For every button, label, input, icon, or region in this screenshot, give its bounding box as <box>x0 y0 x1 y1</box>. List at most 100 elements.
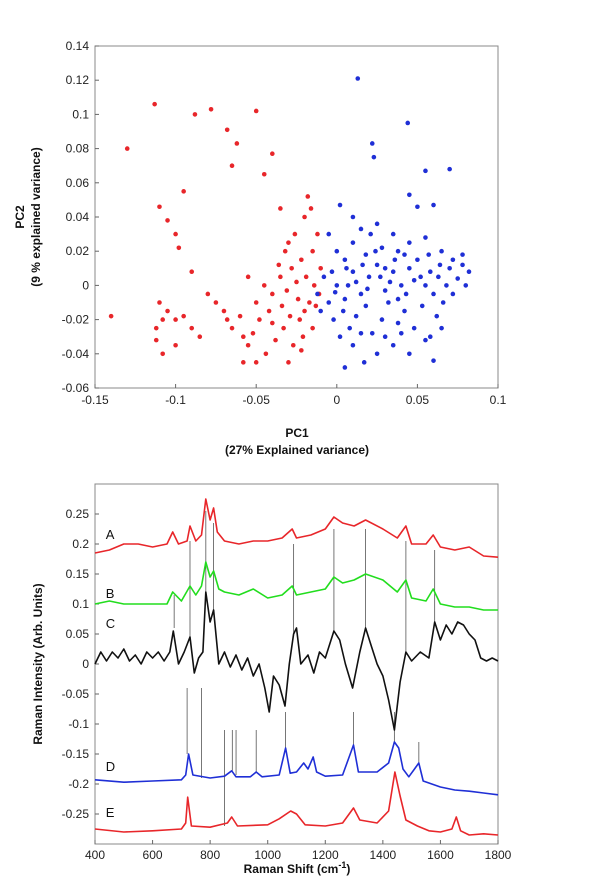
scatter-y-tick-label: -0.04 <box>62 347 90 361</box>
scatter-point-red <box>165 308 170 314</box>
scatter-point-blue <box>374 221 380 227</box>
scatter-point-blue <box>436 274 441 280</box>
scatter-point-blue <box>427 269 433 275</box>
scatter-point-blue <box>332 289 338 295</box>
scatter-point-blue <box>345 283 351 288</box>
scatter-point-red <box>124 146 130 151</box>
scatter-point-blue <box>358 330 364 336</box>
raman-x-tick-label: 600 <box>143 848 163 862</box>
scatter-point-blue <box>329 269 335 275</box>
scatter-point-red <box>290 342 296 348</box>
scatter-point-blue <box>374 351 380 357</box>
scatter-point-red <box>173 317 178 322</box>
scatter-point-blue <box>350 214 356 220</box>
scatter-point-blue <box>390 269 396 275</box>
scatter-point-blue <box>379 317 385 322</box>
raman-series-label-d: D <box>106 759 115 774</box>
raman-x-tick-label: 400 <box>85 848 105 862</box>
scatter-x-axis-sublabel: (27% Explained variance) <box>225 443 369 457</box>
scatter-point-red <box>189 269 195 275</box>
scatter-point-red <box>165 218 170 223</box>
scatter-point-blue <box>407 351 412 357</box>
scatter-x-tick-label: 0.05 <box>406 393 430 407</box>
scatter-point-blue <box>431 291 436 297</box>
scatter-point-blue <box>398 330 404 336</box>
scatter-point-red <box>257 317 262 322</box>
scatter-point-blue <box>434 313 440 319</box>
scatter-point-red <box>241 360 246 365</box>
scatter-point-red <box>229 325 235 331</box>
raman-x-tick-label: 800 <box>200 848 220 862</box>
scatter-point-red <box>270 151 275 157</box>
scatter-point-blue <box>378 274 383 280</box>
scatter-point-blue <box>318 308 323 314</box>
scatter-point-red <box>266 308 272 314</box>
scatter-point-blue <box>374 262 380 268</box>
scatter-point-blue <box>450 291 456 297</box>
raman-series-line-d <box>94 741 499 796</box>
scatter-point-blue <box>373 248 378 254</box>
scatter-point-red <box>192 112 198 117</box>
scatter-point-red <box>234 141 240 146</box>
scatter-point-red <box>261 171 267 177</box>
raman-series-label-a: A <box>106 527 115 542</box>
scatter-point-red <box>302 214 307 220</box>
scatter-y-tick-label: 0.1 <box>72 107 89 121</box>
raman-series-label-b: B <box>106 586 115 601</box>
scatter-point-red <box>213 300 219 305</box>
scatter-point-red <box>313 303 319 309</box>
raman-y-tick-label: -0.25 <box>62 807 90 821</box>
scatter-point-blue <box>350 240 356 245</box>
scatter-x-tick-label: 0.1 <box>490 393 507 407</box>
raman-x-tick-label: 1800 <box>485 848 512 862</box>
scatter-point-blue <box>379 245 385 251</box>
scatter-point-blue <box>415 257 420 263</box>
scatter-point-blue <box>466 269 472 275</box>
scatter-point-red <box>307 300 312 305</box>
scatter-y-tick-label: 0 <box>82 278 89 292</box>
scatter-point-red <box>173 231 178 237</box>
raman-x-tick-label: 1600 <box>427 848 454 862</box>
scatter-point-blue <box>355 76 361 81</box>
scatter-point-blue <box>315 291 320 297</box>
scatter-x-tick-label: -0.1 <box>165 393 186 407</box>
scatter-point-red <box>284 288 290 293</box>
scatter-point-red <box>292 231 298 237</box>
scatter-point-blue <box>402 252 407 257</box>
scatter-point-red <box>279 303 285 309</box>
scatter-x-tick-label: -0.05 <box>243 393 271 407</box>
scatter-x-tick-label: -0.15 <box>81 393 109 407</box>
scatter-point-blue <box>395 320 401 326</box>
scatter-point-blue <box>390 342 396 348</box>
scatter-point-red <box>310 248 315 254</box>
raman-y-tick-label: 0.25 <box>66 507 90 521</box>
scatter-point-red <box>299 257 304 263</box>
raman-x-tick-label: 1000 <box>254 848 281 862</box>
scatter-point-red <box>237 313 243 319</box>
raman-series-line-c <box>94 591 499 731</box>
scatter-point-blue <box>382 334 388 340</box>
scatter-point-blue <box>395 248 401 254</box>
scatter-point-red <box>189 325 195 331</box>
scatter-point-blue <box>398 283 404 288</box>
scatter-point-blue <box>337 334 343 340</box>
scatter-point-blue <box>402 308 407 314</box>
scatter-point-red <box>299 348 304 353</box>
raman-y-tick-label: -0.15 <box>62 747 90 761</box>
raman-y-tick-label: 0.2 <box>72 537 89 551</box>
scatter-point-red <box>287 313 293 319</box>
raman-x-tick-label: 1400 <box>370 848 397 862</box>
scatter-point-blue <box>440 300 446 305</box>
scatter-point-red <box>253 300 259 305</box>
scatter-point-red <box>318 266 323 271</box>
scatter-point-red <box>315 231 320 237</box>
raman-peak-markers <box>173 511 436 826</box>
scatter-point-blue <box>342 296 348 302</box>
scatter-point-blue <box>450 257 456 263</box>
scatter-point-red <box>281 325 286 331</box>
raman-series-label-c: C <box>106 616 115 631</box>
scatter-point-blue <box>382 288 388 293</box>
scatter-point-red <box>308 206 314 211</box>
scatter-point-red <box>241 334 246 340</box>
scatter-point-blue <box>340 308 346 314</box>
